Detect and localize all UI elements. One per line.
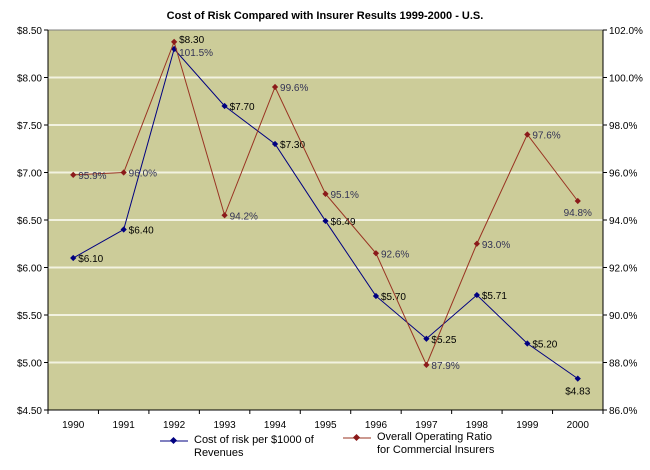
- y-left-tick-label: $8.00: [17, 74, 42, 85]
- data-point: [70, 171, 77, 178]
- data-point: [120, 169, 127, 176]
- legend-marker-blue: [160, 436, 188, 445]
- legend-label: Revenues: [194, 447, 244, 459]
- y-left-tick-label: $7.50: [17, 121, 42, 132]
- y-right-tick-label: 86.0%: [609, 406, 637, 417]
- data-label: 95.9%: [78, 171, 106, 182]
- legend-item-operating-ratio: Overall Operating Ratio for Commercial I…: [343, 431, 494, 457]
- data-point: [473, 291, 480, 299]
- x-tick-label: 1999: [516, 420, 539, 431]
- legend-label: Overall Operating Ratio: [377, 431, 492, 443]
- x-tick-label: 1997: [415, 420, 438, 431]
- y-right-tick-label: 100.0%: [609, 74, 643, 85]
- data-label: $5.70: [381, 292, 406, 303]
- data-label: 101.5%: [179, 48, 213, 59]
- y-left-tick-label: $7.00: [17, 169, 42, 180]
- x-tick-label: 1996: [365, 420, 388, 431]
- data-label: $6.40: [129, 226, 154, 237]
- x-tick-label: 1994: [264, 420, 287, 431]
- data-label: 95.1%: [331, 190, 359, 201]
- data-label: $7.70: [230, 102, 255, 113]
- x-tick-label: 1995: [314, 420, 337, 431]
- data-label: $8.30: [179, 35, 204, 46]
- x-tick-label: 1992: [163, 420, 186, 431]
- y-right-tick-label: 88.0%: [609, 359, 637, 370]
- legend-item-cost-of-risk: Cost of risk per $1000 of Revenues: [160, 434, 314, 460]
- legend-marker-red: [343, 433, 371, 442]
- data-label: $6.49: [331, 217, 356, 228]
- data-point: [171, 38, 178, 45]
- x-tick-label: 1991: [113, 420, 136, 431]
- y-left-tick-label: $8.50: [17, 26, 42, 37]
- data-label: $7.30: [280, 140, 305, 151]
- y-left-tick-label: $5.00: [17, 359, 42, 370]
- data-label: 92.6%: [381, 249, 409, 260]
- data-point: [120, 226, 127, 233]
- y-right-tick-label: 94.0%: [609, 216, 637, 227]
- y-right-tick-label: 102.0%: [609, 26, 643, 37]
- y-right-tick-label: 96.0%: [609, 169, 637, 180]
- data-point: [372, 292, 380, 300]
- legend-label: Cost of risk per $1000 of: [194, 434, 314, 446]
- data-label: 94.2%: [230, 211, 258, 222]
- y-right-tick-label: 98.0%: [609, 121, 637, 132]
- data-label: $4.83: [565, 387, 590, 398]
- data-point: [574, 375, 581, 382]
- x-tick-label: 1998: [466, 420, 489, 431]
- data-label: 97.6%: [532, 131, 560, 142]
- y-right-tick-label: 90.0%: [609, 311, 637, 322]
- data-label: $6.10: [78, 254, 103, 265]
- x-tick-label: 2000: [567, 420, 590, 431]
- data-point: [423, 335, 430, 342]
- y-left-tick-label: $6.50: [17, 216, 42, 227]
- y-left-tick-label: $4.50: [17, 406, 42, 417]
- data-label: 96.0%: [129, 169, 157, 180]
- y-left-tick-label: $6.00: [17, 264, 42, 275]
- data-label: $5.25: [431, 335, 456, 346]
- x-tick-label: 1993: [213, 420, 236, 431]
- chart-title: Cost of Risk Compared with Insurer Resul…: [166, 10, 484, 22]
- y-left-tick-label: $5.50: [17, 311, 42, 322]
- data-label: 93.0%: [482, 240, 510, 251]
- data-label: 99.6%: [280, 83, 308, 94]
- data-point: [221, 102, 228, 110]
- data-label: $5.71: [482, 291, 507, 302]
- data-point: [423, 361, 430, 368]
- data-point: [221, 212, 228, 219]
- x-tick-label: 1990: [62, 420, 85, 431]
- y-right-tick-label: 92.0%: [609, 264, 637, 275]
- data-point: [70, 254, 77, 262]
- data-label: 87.9%: [431, 361, 459, 372]
- data-label: $5.20: [532, 340, 557, 351]
- data-label: 94.8%: [564, 208, 592, 219]
- legend-label: for Commercial Insurers: [377, 444, 495, 456]
